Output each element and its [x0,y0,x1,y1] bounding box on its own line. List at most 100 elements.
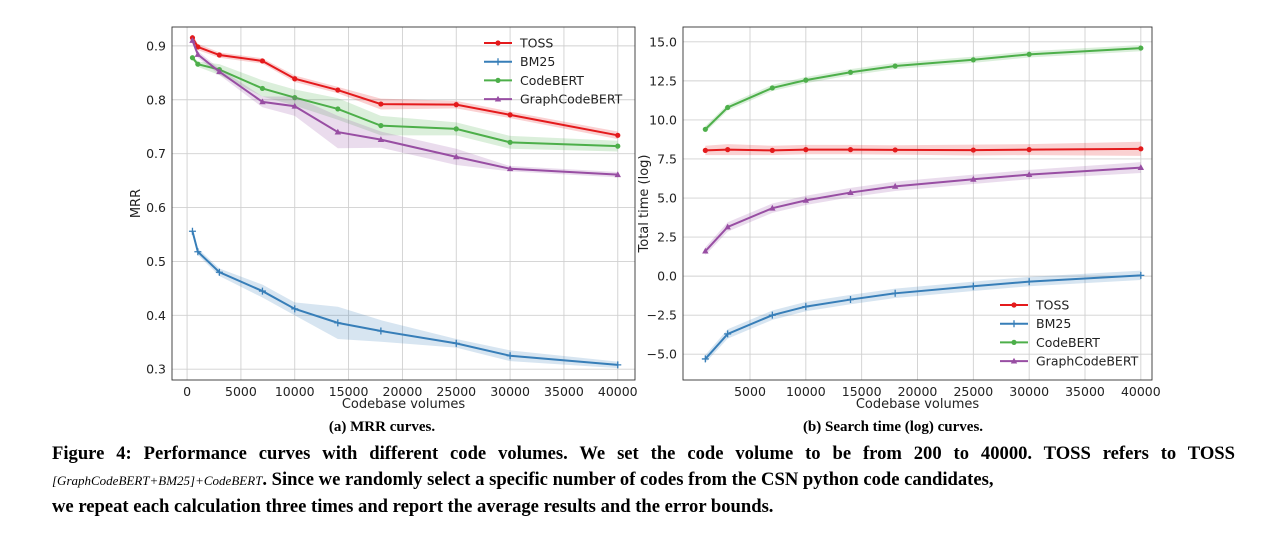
figure: 0 5000 10000 15000 20000 25000 30000 35000 40000… [129,26,1161,435]
error-band-codebert [705,44,1141,133]
legend-marker [1010,357,1018,364]
point-graphcodebert [614,171,621,178]
grid [172,27,635,380]
caption-line-2: . Since we randomly select a specific nu… [262,469,994,490]
figure-caption: Figure 4: Performance curves with differ… [52,441,1235,520]
series-codebert [702,44,1144,133]
legend-label: BM25 [520,54,555,69]
point-toss [769,147,775,153]
x-tick-label: 10000 [275,384,315,399]
point-toss [702,147,708,153]
point-graphcodebert [189,37,196,43]
point-bm25 [291,305,299,313]
y-tick-label: 12.5 [649,73,677,88]
point-codebert [195,61,201,67]
series-toss [702,141,1144,156]
x-tick-label: 40000 [598,384,638,399]
series-graphcodebert [189,37,621,178]
point-bm25 [1025,278,1033,286]
x-axis-label: Codebase volumes [856,397,980,412]
point-codebert [803,77,809,83]
point-codebert [847,69,854,75]
legend-label: TOSS [519,36,553,51]
point-toss [292,76,298,82]
point-toss [216,52,222,58]
point-toss [892,147,898,153]
y-tick-label: −5.0 [647,347,677,362]
legend-marker [494,58,502,66]
x-tick-label: 25000 [436,384,476,399]
legend-label: CodeBERT [1036,335,1100,350]
point-codebert [378,123,384,129]
point-bm25 [802,303,810,311]
legend: TOSS BM25 CodeBERT GraphCodeBERT [1000,298,1139,369]
plot-frame [682,26,1153,381]
point-graphcodebert [453,153,460,160]
x-tick-label: 15000 [329,384,369,399]
legend-marker [495,77,501,83]
point-graphcodebert [702,247,709,254]
legend-label: CodeBERT [520,73,584,88]
x-tick-label: 10000 [786,384,826,399]
point-toss [847,147,854,153]
point-toss [803,147,809,153]
x-tick-label: 35000 [544,384,584,399]
legend-marker [1011,302,1017,308]
point-codebert [892,63,898,69]
legend-marker [494,95,502,102]
x-tick-label: 40000 [1121,384,1161,399]
y-tick-label: 2.5 [657,230,677,245]
point-graphcodebert [802,196,810,203]
legend-label: GraphCodeBERT [520,92,623,107]
x-tick-label: 30000 [1009,384,1049,399]
point-graphcodebert [1025,171,1033,178]
y-tick-label: 0.5 [146,254,166,269]
point-bm25 [969,282,977,290]
y-tick-label: 15.0 [649,34,677,49]
x-tick-label: 25000 [953,384,993,399]
y-tick-label: 0.4 [146,308,166,323]
point-codebert [970,57,976,63]
point-graphcodebert [291,102,298,109]
x-tick-label: 35000 [1065,384,1105,399]
point-bm25 [258,287,266,295]
grid [683,27,1152,380]
series-bm25 [701,270,1145,363]
point-graphcodebert [259,98,266,105]
point-bm25 [194,248,202,256]
error-band-codebert [192,55,618,152]
point-graphcodebert [724,223,731,230]
y-tick-label: −2.5 [647,308,677,323]
series-bm25 [188,227,622,369]
point-codebert [615,143,621,149]
point-codebert [1138,45,1144,51]
point-graphcodebert [970,175,977,182]
point-toss [615,132,621,138]
y-tick-label: 0.3 [146,362,166,377]
point-graphcodebert [891,182,899,189]
y-tick-label: 7.5 [657,151,677,166]
point-codebert [725,104,731,111]
point-codebert [769,85,775,91]
x-tick-label: 0 [183,384,191,399]
x-tick-label: 5000 [734,384,766,399]
point-toss [453,102,459,108]
point-graphcodebert [847,189,854,195]
point-codebert [507,139,513,145]
caption-subscript: [GraphCodeBERT+BM25]+CodeBERT [52,473,263,488]
legend-marker [495,40,501,46]
point-toss [335,87,341,93]
y-tick-label: 0.6 [146,200,166,215]
point-graphcodebert [377,136,385,143]
point-bm25 [452,339,460,347]
y-tick-label: 0.9 [146,38,166,53]
line-bm25 [191,231,618,366]
point-toss [1026,147,1032,153]
point-toss [195,44,201,50]
point-toss [1138,146,1144,152]
error-band-toss [705,141,1141,156]
y-axis-label: Total time (log) [637,155,652,254]
legend-label: TOSS [1035,298,1069,313]
error-band-graphcodebert [705,162,1141,256]
point-graphcodebert [1137,164,1145,170]
